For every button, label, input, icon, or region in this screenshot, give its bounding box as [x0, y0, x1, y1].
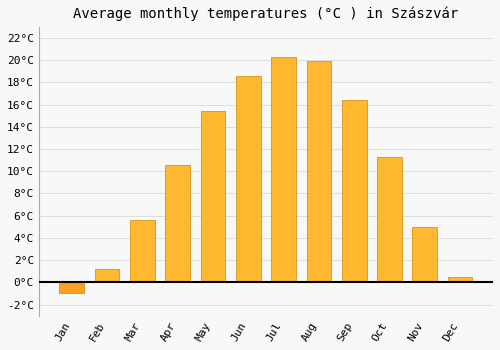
Bar [377, 157, 402, 282]
Bar [130, 220, 155, 282]
Title: Average monthly temperatures (°C ) in Szászvár: Average monthly temperatures (°C ) in Sz… [74, 7, 458, 21]
Bar [412, 227, 437, 282]
Bar [448, 277, 472, 282]
Bar [342, 100, 366, 282]
Bar [200, 111, 226, 282]
Bar [306, 61, 331, 282]
Bar [271, 57, 296, 282]
Bar [94, 269, 120, 282]
Bar [236, 76, 260, 282]
Bar [60, 282, 84, 293]
Bar [166, 164, 190, 282]
